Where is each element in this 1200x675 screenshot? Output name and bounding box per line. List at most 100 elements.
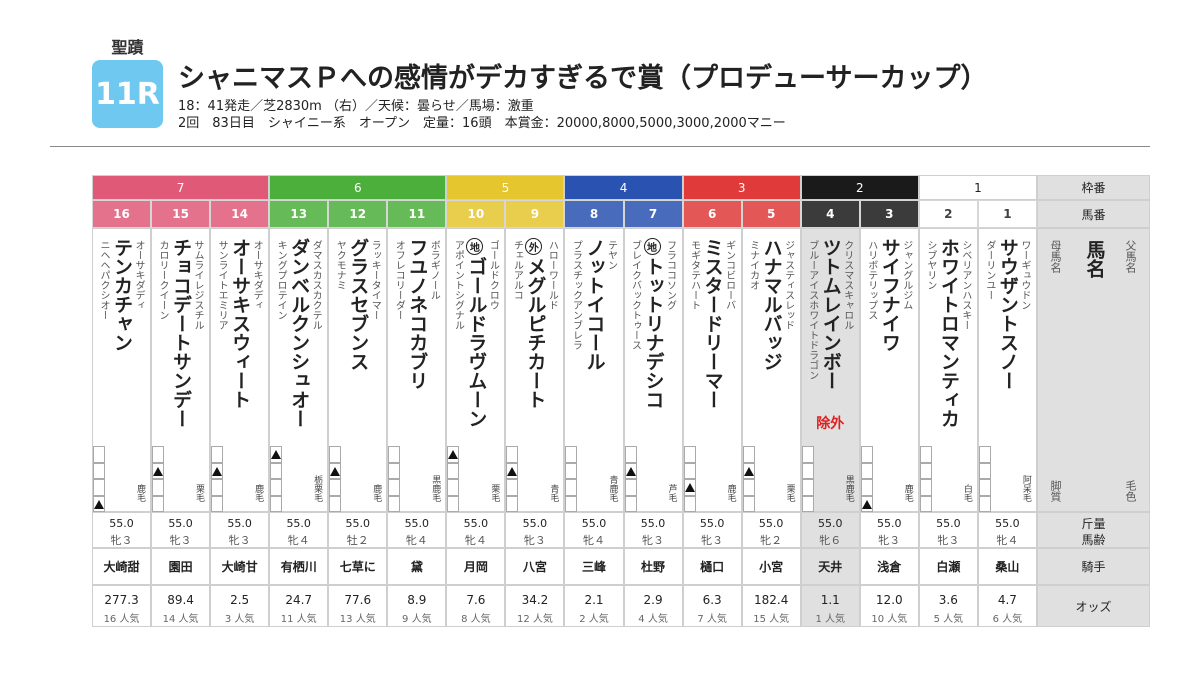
odds: 7.6 [466, 593, 486, 607]
style-box [565, 495, 578, 512]
label: 騎手 [1036, 548, 1150, 585]
horse-name: チョコデートサンデー [170, 238, 193, 428]
sire: ジャングルジム [900, 240, 912, 310]
popularity: 11 人気 [280, 614, 317, 625]
popularity: 6 人気 [992, 614, 1023, 625]
coat: 青毛 [548, 484, 559, 502]
odds-cell [328, 585, 388, 627]
odds-cell [564, 585, 624, 627]
sire: シベリアンハスキー [959, 240, 971, 330]
number-cell: 5 [741, 200, 801, 228]
style-box [506, 495, 519, 512]
dam: プラスチックアンブレラ [570, 240, 582, 350]
sire: ダマスカスカクテル [310, 240, 322, 330]
number-cell: 15 [151, 200, 211, 228]
number-cell: 3 [859, 200, 919, 228]
label: 馬番 [1036, 200, 1150, 228]
label-cell [1036, 512, 1150, 548]
sire: ラッキータイマー [369, 240, 381, 320]
style-box [919, 462, 932, 479]
label: 枠番 [1036, 175, 1150, 200]
weight-cell [210, 512, 270, 548]
style-box [860, 446, 873, 463]
style-marker [212, 466, 223, 476]
odds: 34.2 [521, 593, 549, 607]
weight: 55.0 [758, 517, 784, 530]
odds: 3.6 [938, 593, 958, 607]
coat: 栃栗毛 [312, 475, 323, 502]
popularity: 5 人気 [933, 614, 964, 625]
sire: テヤン [605, 240, 617, 270]
dam: シブヤリン [924, 240, 936, 290]
weight-cell [859, 512, 919, 548]
odds: 2.5 [230, 593, 250, 607]
style-box [270, 479, 283, 496]
style-box [624, 479, 637, 496]
dam: ヤクモナミ [334, 240, 346, 290]
odds-cell [741, 585, 801, 627]
label-cell [1036, 228, 1150, 512]
number-cell: 6 [682, 200, 742, 228]
coat: 栗毛 [194, 484, 205, 502]
odds: 12.0 [875, 593, 903, 607]
weight-cell [92, 512, 152, 548]
dam: チェルアルコ [511, 240, 523, 300]
odds: 77.6 [344, 593, 372, 607]
sire: ハローワールド [546, 240, 558, 310]
coat: 黒鹿毛 [430, 475, 441, 502]
age: 牝４ [464, 534, 487, 547]
number-cell: 16 [92, 200, 152, 228]
style-marker [743, 466, 754, 476]
label: オッズ [1036, 585, 1150, 627]
weight-cell [387, 512, 447, 548]
style-box [211, 479, 224, 496]
weight-cell [505, 512, 565, 548]
number-cell: 7 [623, 200, 683, 228]
age: 牝３ [937, 534, 960, 547]
style-box [93, 446, 105, 463]
age: 牝６ [819, 534, 842, 547]
style-box [919, 479, 932, 496]
dam: ブレイクバックトゥース [629, 240, 641, 350]
popularity: 10 人気 [871, 614, 908, 625]
age: 牝３ [523, 534, 546, 547]
number-cell: 8 [564, 200, 624, 228]
race-info: 2回 83日目 シャイニー系 オープン 定量：16頭 本賞金：20000,800… [178, 116, 786, 131]
dam: キングプロテイン [275, 240, 287, 320]
race-number: 11R [92, 60, 163, 128]
jockey: 八宮 [505, 548, 565, 585]
style-box [978, 495, 991, 512]
odds-cell [977, 585, 1037, 627]
number-cell: 1 [977, 200, 1037, 228]
style-box [801, 479, 814, 496]
age: 牡２ [346, 534, 369, 547]
divider [50, 146, 1150, 147]
coat: 阿呆毛 [1020, 475, 1031, 502]
coat: 白毛 [961, 484, 972, 502]
age: 牝４ [287, 534, 310, 547]
style-box [329, 495, 342, 512]
weight: 55.0 [817, 517, 843, 530]
label: 母馬名 [1048, 240, 1062, 273]
coat: 栗毛 [489, 484, 500, 502]
jockey: 白瀬 [918, 548, 978, 585]
style-marker [94, 499, 104, 509]
origin-mark: 地 [466, 238, 484, 255]
coat: 鹿毛 [253, 484, 264, 502]
style-marker [625, 466, 636, 476]
popularity: 1 人気 [815, 614, 846, 625]
sire: オーサキダディ [133, 240, 144, 310]
style-box [978, 446, 991, 463]
odds-cell [623, 585, 683, 627]
weight: 55.0 [345, 517, 371, 530]
style-box [93, 462, 105, 479]
odds: 89.4 [167, 593, 194, 607]
age: 牝４ [405, 534, 428, 547]
coat: 芦毛 [666, 484, 677, 502]
style-marker [684, 483, 695, 492]
odds-cell [918, 585, 978, 627]
style-box [565, 479, 578, 496]
odds-cell [859, 585, 919, 627]
number-cell: 13 [269, 200, 329, 228]
